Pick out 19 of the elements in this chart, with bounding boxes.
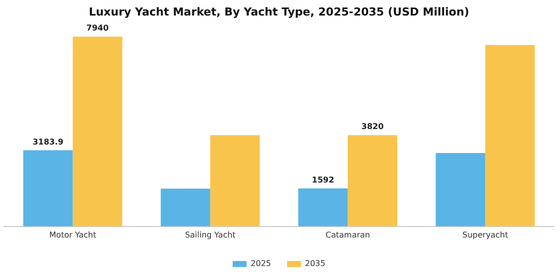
bar [436, 153, 486, 226]
bar [298, 188, 348, 226]
x-tick-label: Superyacht [462, 230, 508, 240]
bar [160, 188, 210, 226]
bar [210, 135, 260, 226]
bar [348, 135, 398, 226]
data-label: 1592 [312, 175, 334, 184]
x-tick-label: Catamaran [326, 230, 370, 240]
legend-label: 2025 [250, 259, 271, 268]
data-label: 3820 [361, 122, 384, 132]
bar [485, 45, 535, 226]
x-tick-label: Motor Yacht [49, 230, 96, 240]
legend-label: 2035 [305, 259, 326, 268]
bar [72, 36, 122, 226]
chart-title: Luxury Yacht Market, By Yacht Type, 2025-2035 (USD Million) [88, 5, 470, 18]
bar [23, 150, 73, 226]
x-tick-label: Sailing Yacht [184, 230, 236, 240]
data-label: 7940 [86, 24, 110, 33]
data-label: 3183.9 [32, 137, 64, 146]
